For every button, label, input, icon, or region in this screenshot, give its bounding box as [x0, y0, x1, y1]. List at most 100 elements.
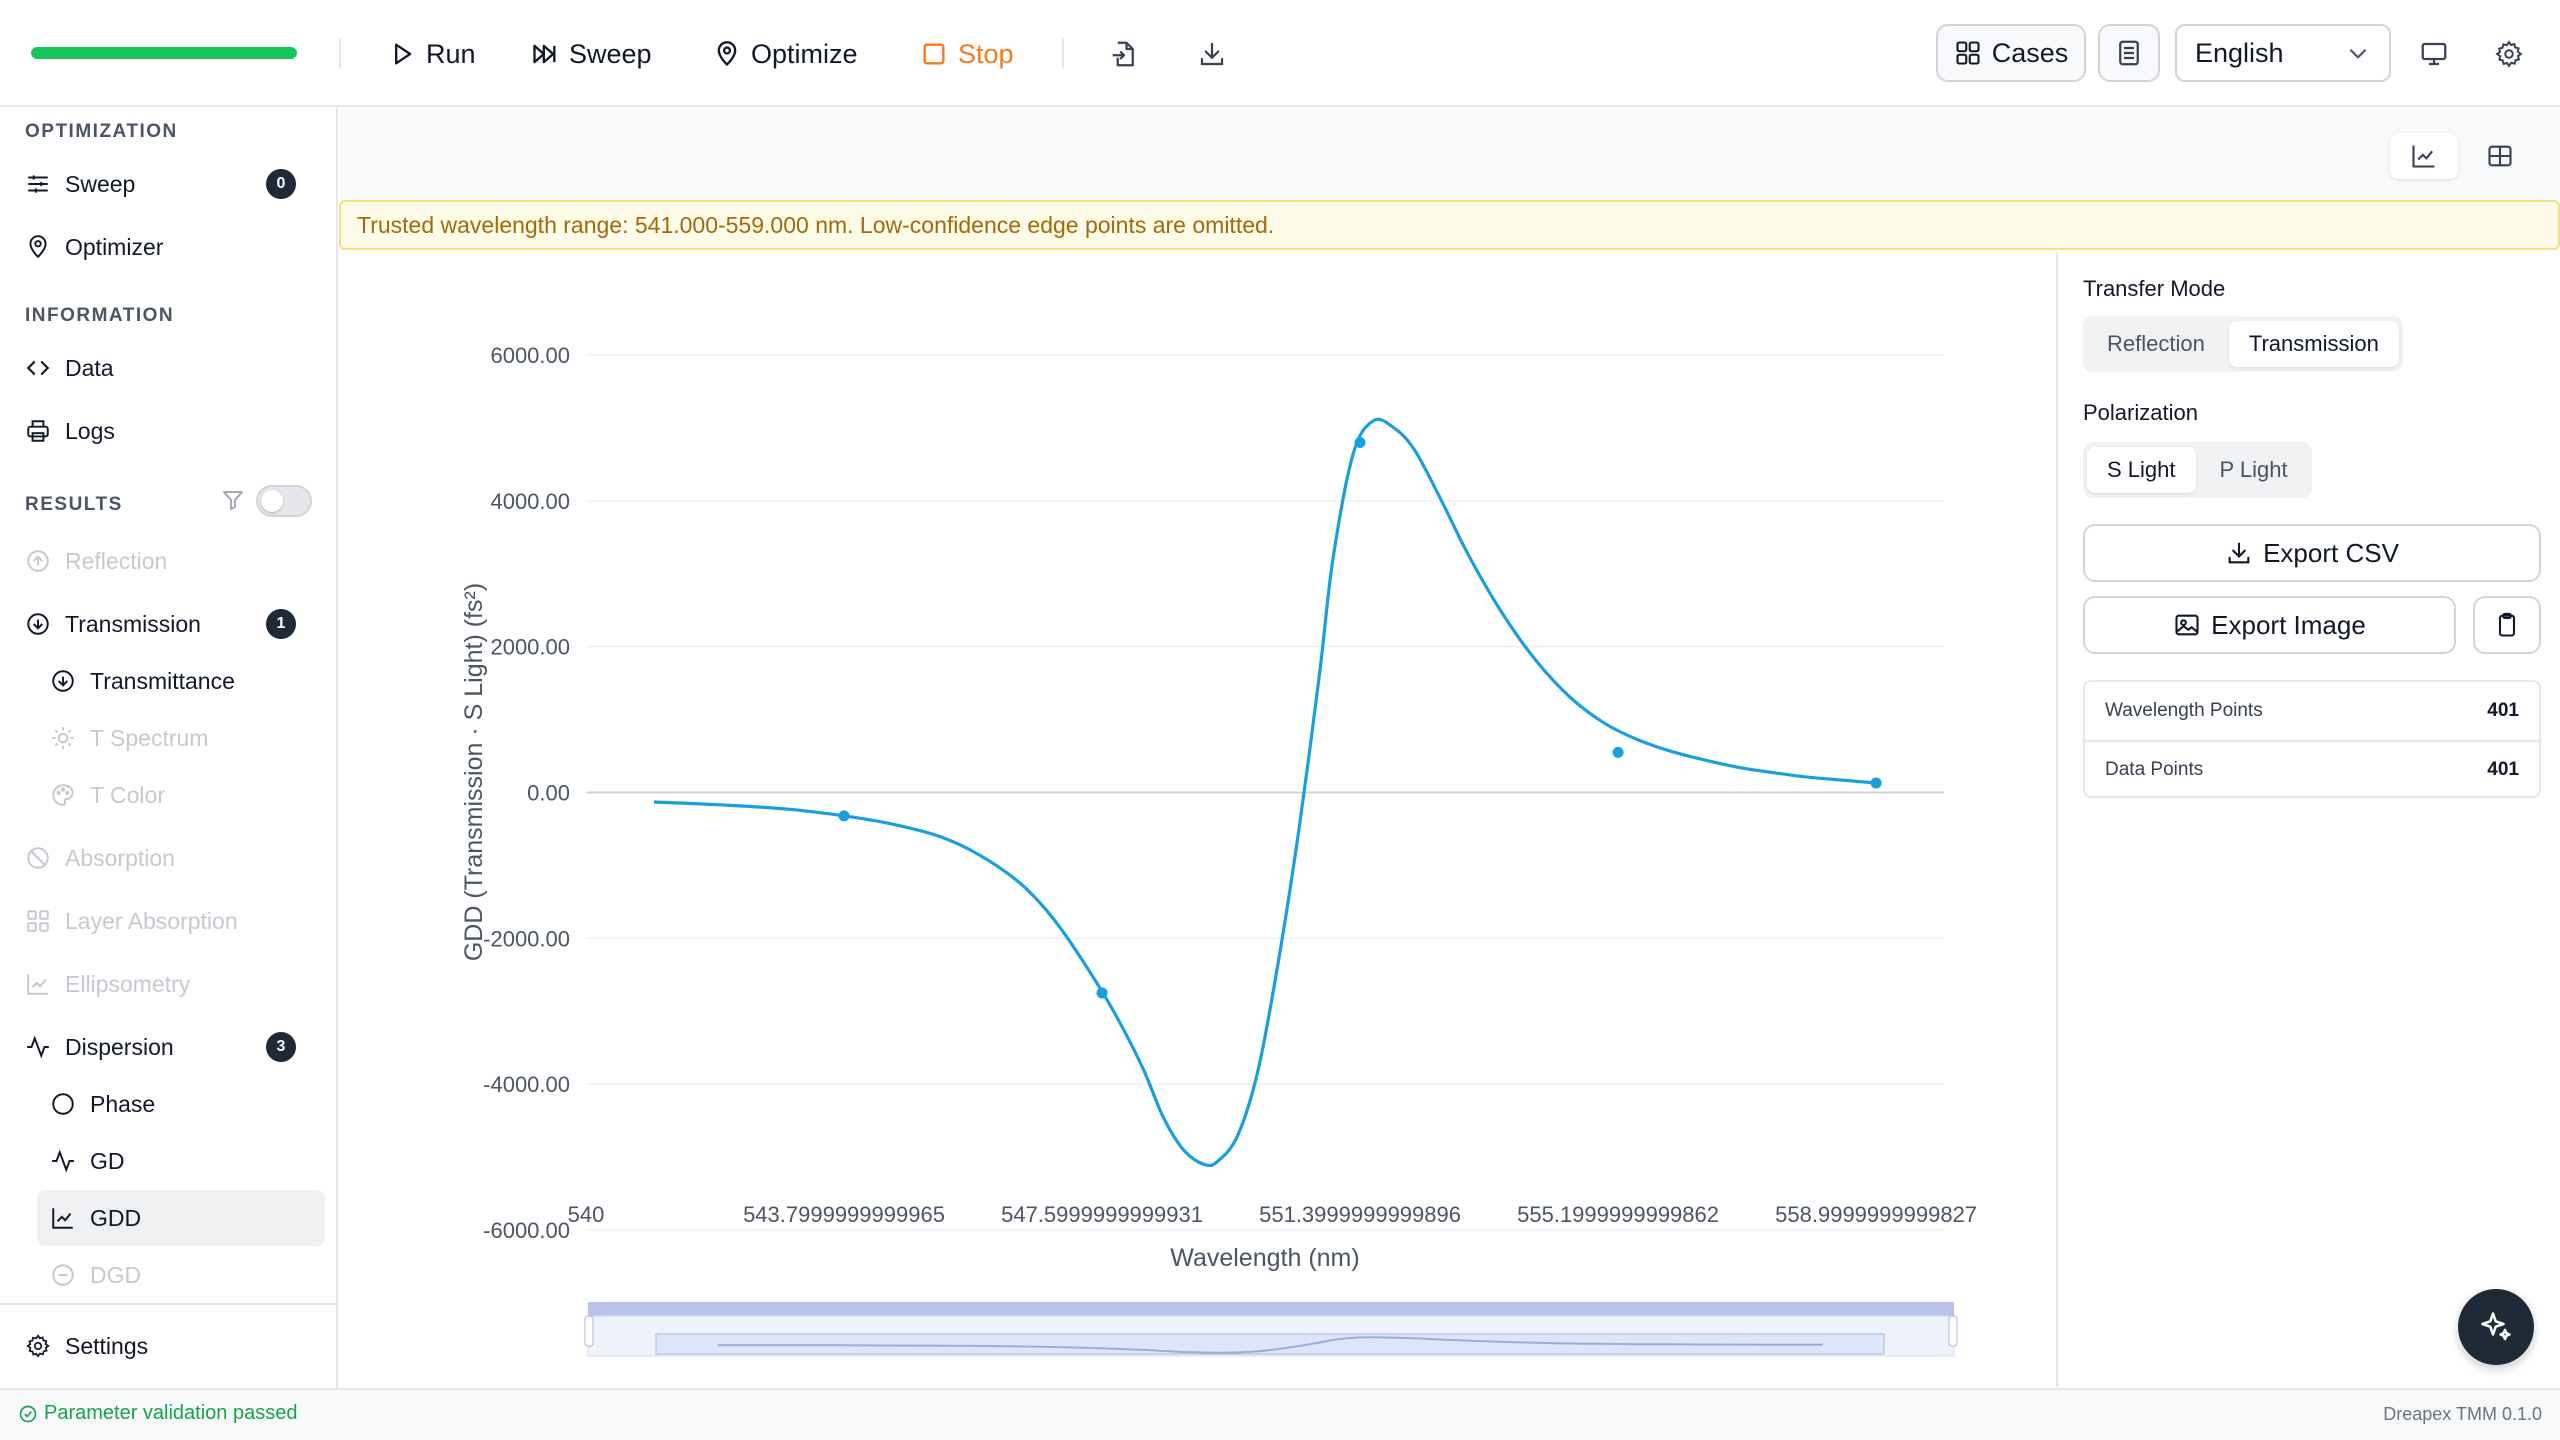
reflection-option[interactable]: Reflection — [2107, 331, 2205, 356]
code-icon — [26, 360, 50, 376]
sidebar-item-layer-absorption[interactable]: Layer Absorption — [25, 897, 325, 945]
cases-button[interactable]: Cases — [1936, 24, 2086, 82]
notes-button[interactable] — [2098, 24, 2160, 82]
sidebar-item-gdd[interactable]: GDD — [37, 1190, 325, 1246]
sidebar-item-data[interactable]: Data — [25, 344, 325, 392]
sidebar-item-label: Layer Absorption — [65, 907, 238, 934]
validation-status: Parameter validation passed — [18, 1402, 297, 1425]
export-csv-button[interactable]: Export CSV — [2083, 524, 2541, 582]
cases-label: Cases — [1991, 37, 2069, 68]
sidebar-item-label: Ellipsometry — [65, 970, 191, 997]
zoom-bar[interactable] — [588, 1302, 1954, 1316]
y-tick-label: 2000.00 — [490, 635, 570, 660]
data-point — [1354, 437, 1366, 448]
results-filter-toggle[interactable] — [256, 485, 312, 517]
clipboard-icon — [2498, 612, 2516, 637]
stop-button[interactable]: Stop — [920, 30, 1014, 78]
sidebar-item-label: Phase — [90, 1090, 156, 1117]
line-chart-icon — [2412, 145, 2435, 168]
line-chart-icon — [27, 974, 48, 995]
gdd-chart[interactable]: 6000.00 4000.00 2000.00 0.00 -2000.00 -4000.0… — [340, 252, 2056, 1387]
y-tick-label: 0.00 — [527, 781, 570, 806]
ai-assistant-button[interactable] — [2458, 1289, 2534, 1365]
settings-button[interactable] — [2491, 36, 2527, 72]
y-tick-label: -4000.00 — [483, 1072, 570, 1097]
section-optimization: OPTIMIZATION — [25, 121, 178, 142]
sidebar-item-dispersion[interactable]: Dispersion 3 — [25, 1023, 325, 1071]
language-select[interactable]: English — [2175, 24, 2391, 82]
sidebar-item-reflection[interactable]: Reflection — [25, 537, 325, 585]
map-pin-icon — [717, 41, 737, 67]
warning-banner: Trusted wavelength range: 541.000-559.00… — [339, 200, 2560, 250]
toggle-knob — [261, 490, 283, 512]
stat-value: 401 — [2487, 759, 2519, 780]
run-label: Run — [426, 38, 476, 69]
sidebar-item-settings[interactable]: Settings — [25, 1322, 325, 1370]
table-icon — [2488, 145, 2512, 167]
sidebar-item-label: GDD — [90, 1204, 142, 1231]
play-icon — [395, 43, 412, 65]
table-view-button[interactable] — [2466, 133, 2534, 179]
arrow-up-circle-icon — [27, 550, 49, 572]
stat-label: Data Points — [2105, 759, 2204, 780]
sidebar-item-label: T Spectrum — [90, 724, 209, 751]
printer-icon — [27, 420, 49, 442]
copy-image-button[interactable] — [2473, 596, 2541, 654]
sweep-button[interactable]: Sweep — [531, 30, 652, 78]
transmission-option[interactable]: Transmission — [2228, 321, 2399, 367]
display-button[interactable] — [2416, 36, 2452, 72]
chart-view-button[interactable] — [2390, 133, 2458, 179]
p-light-option[interactable]: P Light — [2219, 457, 2288, 482]
x-tick-label: 555.1999999999862 — [1517, 1202, 1719, 1227]
series-line — [653, 417, 1877, 1168]
sidebar-item-label: Settings — [65, 1332, 149, 1359]
export-image-button[interactable]: Export Image — [2083, 596, 2456, 654]
count-badge: 0 — [266, 169, 296, 199]
data-zoom-slider[interactable] — [584, 1302, 1958, 1357]
sidebar-item-label: Dispersion — [65, 1033, 174, 1060]
import-button[interactable] — [1106, 36, 1142, 72]
main-header — [340, 108, 2560, 200]
sidebar-item-transmission[interactable]: Transmission 1 — [25, 600, 325, 648]
stats-table: Wavelength Points 401 Data Points 401 — [2083, 680, 2541, 798]
file-import-icon — [1112, 41, 1134, 67]
sparkle-icon — [2481, 1312, 2511, 1341]
y-tick-label: 6000.00 — [490, 343, 570, 368]
sidebar-item-absorption[interactable]: Absorption — [25, 834, 325, 882]
sidebar-item-t-color[interactable]: T Color — [50, 771, 326, 819]
sidebar-item-gd[interactable]: GD — [50, 1137, 326, 1185]
filter-icon[interactable] — [221, 488, 245, 512]
toolbar-divider — [1062, 38, 1064, 68]
grid-icon — [1956, 41, 1980, 65]
sidebar-item-dgd[interactable]: DGD — [50, 1251, 326, 1299]
sidebar-item-label: Data — [65, 354, 114, 381]
sidebar-item-phase[interactable]: Phase — [50, 1080, 326, 1128]
data-point — [1612, 746, 1624, 758]
sidebar-item-optimizer[interactable]: Optimizer — [25, 223, 325, 271]
optimize-button[interactable]: Optimize — [713, 30, 858, 78]
sidebar-item-label: GD — [90, 1147, 125, 1174]
right-panel: Transfer Mode Reflection Transmission Po… — [2056, 252, 2560, 1387]
progress-fill — [31, 47, 297, 59]
monitor-icon — [2421, 42, 2447, 66]
y-axis-label: GDD (Transmission · S Light) (fs²) — [460, 583, 488, 961]
download-button[interactable] — [1194, 36, 1230, 72]
s-light-option[interactable]: S Light — [2087, 447, 2196, 493]
sliders-icon — [28, 175, 48, 193]
x-axis-label: Wavelength (nm) — [1170, 1244, 1359, 1272]
stat-row-data-points: Data Points 401 — [2085, 740, 2539, 798]
run-button[interactable]: Run — [388, 30, 476, 78]
count-badge: 1 — [266, 609, 296, 639]
zoom-handle-right[interactable] — [1948, 1315, 1958, 1347]
sidebar-item-sweep[interactable]: Sweep 0 — [25, 160, 325, 208]
sidebar-item-ellipsometry[interactable]: Ellipsometry — [25, 960, 325, 1008]
sidebar-item-logs[interactable]: Logs — [25, 407, 325, 455]
transfer-mode-label: Transfer Mode — [2083, 276, 2226, 301]
gear-icon — [2495, 40, 2523, 68]
zoom-handle-left[interactable] — [584, 1315, 594, 1347]
sidebar-item-t-spectrum[interactable]: T Spectrum — [50, 714, 326, 762]
sidebar-item-transmittance[interactable]: Transmittance — [50, 657, 326, 705]
sidebar-item-label: Transmission — [65, 610, 201, 637]
check-circle-icon — [19, 1405, 37, 1422]
progress-bar — [31, 47, 297, 59]
